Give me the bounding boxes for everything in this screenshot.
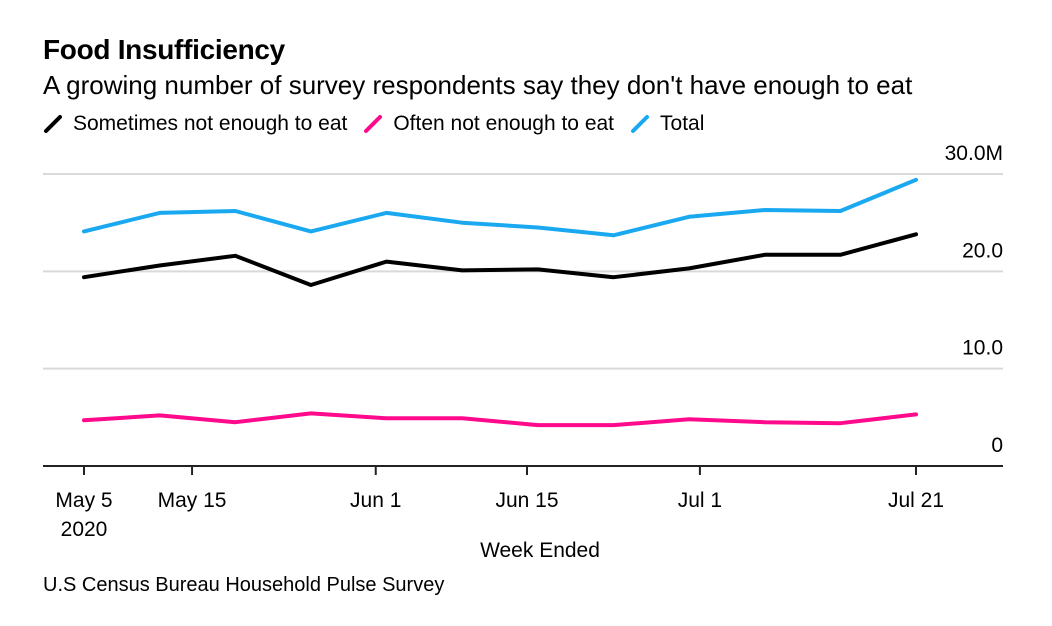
legend-swatch-often-icon [364, 115, 383, 133]
y-tick-label: 30.0M [945, 142, 1003, 165]
y-tick-label: 0 [991, 434, 1003, 457]
y-tick-label: 10.0 [962, 337, 1003, 360]
chart-title: Food Insufficiency [43, 34, 285, 65]
legend-item-often: Often not enough to eat [363, 112, 614, 136]
x-tick-label: May 15 [158, 489, 227, 512]
legend-label-total: Total [660, 112, 705, 135]
series-line-often [82, 411, 918, 428]
source-note: U.S Census Bureau Household Pulse Survey [43, 574, 445, 596]
legend-item-total: Total [630, 112, 704, 136]
legend-label-sometimes: Sometimes not enough to eat [73, 112, 348, 135]
series-line-total [82, 177, 918, 238]
x-tick-label: Jul 1 [678, 489, 722, 512]
x-tick-label: May 5 [55, 489, 112, 512]
chart-subtitle: A growing number of survey respondents s… [43, 70, 913, 100]
x-tick-label: Jun 1 [350, 489, 401, 512]
x-axis-title: Week Ended [480, 539, 600, 562]
x-tick-label: Jun 15 [495, 489, 558, 512]
legend-label-often: Often not enough to eat [393, 112, 615, 135]
legend-item-sometimes: Sometimes not enough to eat [43, 112, 347, 136]
x-tick-label: Jul 21 [888, 489, 944, 512]
legend-swatch-total-icon [631, 115, 650, 133]
series-lines [82, 177, 918, 428]
series-line-sometimes [82, 232, 918, 287]
legend: Sometimes not enough to eat Often not en… [43, 112, 720, 136]
legend-swatch-sometimes-icon [44, 115, 62, 133]
x-axis: May 5 2020 May 15 Jun 1 Jun 15 Jul 1 Jul 21 [43, 465, 1003, 541]
y-tick-label: 20.0 [962, 239, 1003, 262]
x-tick-sublabel: 2020 [61, 518, 108, 541]
y-axis-labels: 0 10.0 20.0 30.0M [945, 142, 1003, 457]
